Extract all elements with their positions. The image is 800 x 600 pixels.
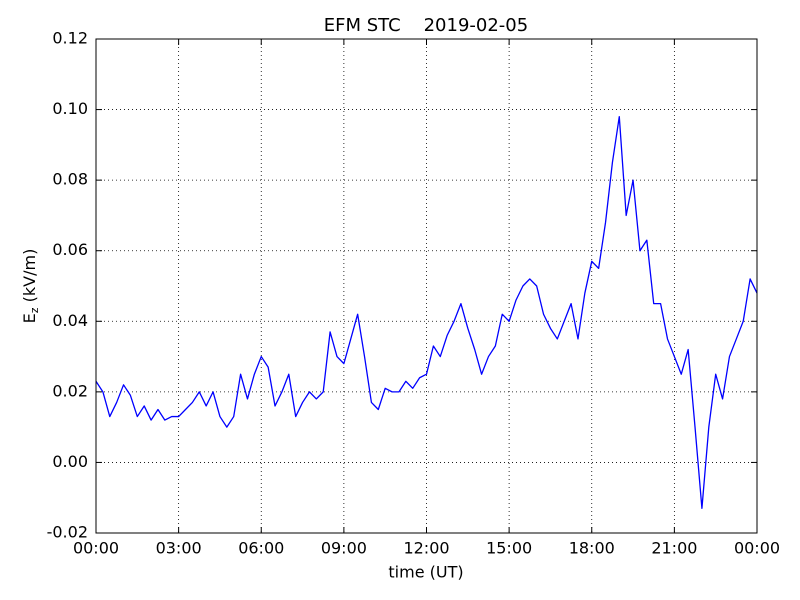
x-tick-label: 00:00 (734, 539, 780, 558)
y-label-main: E (20, 313, 39, 323)
x-axis-label: time (UT) (388, 563, 463, 582)
y-axis-label: Ez (kV/m) (20, 249, 42, 324)
y-tick-label: 0.10 (52, 99, 88, 118)
x-tick-label: 09:00 (321, 539, 367, 558)
x-tick-label: 21:00 (651, 539, 697, 558)
y-tick-label: 0.12 (52, 29, 88, 48)
y-tick-label: 0.02 (52, 381, 88, 400)
y-tick-label: 0.06 (52, 240, 88, 259)
y-tick-label: 0.04 (52, 311, 88, 330)
x-tick-label: 18:00 (569, 539, 615, 558)
x-tick-label: 15:00 (486, 539, 532, 558)
data-line (95, 115, 758, 509)
y-label-unit: (kV/m) (20, 249, 39, 303)
y-tick-label: -0.02 (47, 523, 88, 542)
x-tick-label: 03:00 (156, 539, 202, 558)
plot-frame (95, 38, 758, 534)
y-label-sub: z (28, 307, 41, 313)
chart-title: EFM STC 2019-02-05 (324, 15, 528, 36)
x-tick-label: 06:00 (238, 539, 284, 558)
y-tick-label: 0.08 (52, 170, 88, 189)
x-tick-label: 00:00 (73, 539, 119, 558)
y-tick-label: 0.00 (52, 452, 88, 471)
x-tick-label: 12:00 (403, 539, 449, 558)
